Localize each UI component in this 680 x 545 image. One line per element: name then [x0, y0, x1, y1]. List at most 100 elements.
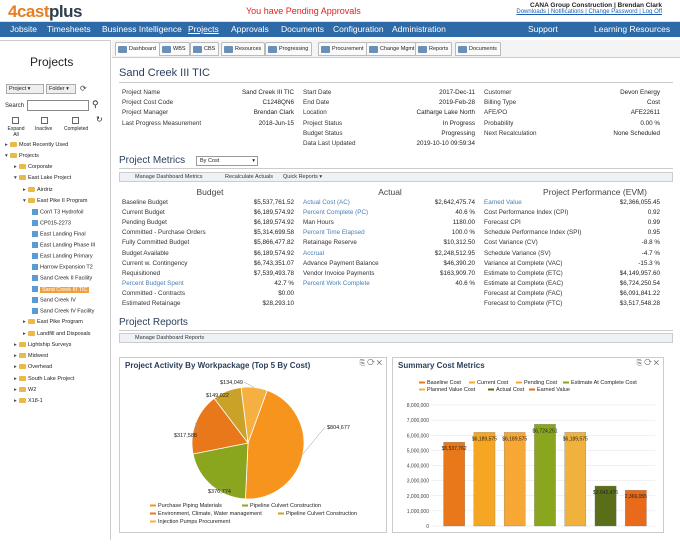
- pie-slice[interactable]: [245, 389, 305, 500]
- legend-label[interactable]: Purchase Piping Materials: [158, 503, 222, 509]
- nav-approvals[interactable]: Approvals: [231, 24, 269, 34]
- expand-right-icon[interactable]: ▸: [5, 142, 8, 148]
- tree-folder[interactable]: ▾ Projects: [5, 153, 39, 159]
- legend-label[interactable]: Estimate At Complete Cost: [571, 380, 637, 386]
- nav-jobsite[interactable]: Jobsite: [10, 24, 37, 34]
- tree-project[interactable]: Sand Creek IV Facility: [32, 308, 94, 315]
- expand-all-checkbox[interactable]: [12, 117, 19, 124]
- bar-estimate-at-complete-cost[interactable]: [534, 424, 556, 527]
- search-icon[interactable]: ⚲: [92, 99, 99, 109]
- nav-documents[interactable]: Documents: [281, 24, 324, 34]
- tree-folder[interactable]: ▸ W2: [14, 387, 36, 393]
- bar-earned-value[interactable]: [625, 490, 647, 527]
- completed-checkbox[interactable]: [72, 117, 79, 124]
- metrics-select[interactable]: By Cost ▾: [196, 156, 258, 166]
- refresh-icon[interactable]: ⟳: [367, 360, 375, 367]
- tab-cbs[interactable]: CBS: [190, 42, 220, 56]
- tree-project[interactable]: Sand Creek III TIC: [32, 286, 90, 293]
- tab-documents[interactable]: Documents: [455, 42, 501, 56]
- tab-reports[interactable]: Reports: [415, 42, 453, 56]
- tree-folder[interactable]: ▸ Landfill and Disposals: [23, 331, 91, 337]
- expand-right-icon[interactable]: ▸: [23, 186, 26, 193]
- refresh-icon[interactable]: ⟳: [80, 84, 87, 93]
- tree-folder[interactable]: ▸ Overhead: [14, 364, 52, 370]
- close-icon[interactable]: ✕: [653, 360, 659, 367]
- tree-folder[interactable]: ▸ South Lake Project: [14, 376, 74, 382]
- tree-project[interactable]: Con'l T3 Hydrofoil: [32, 209, 83, 216]
- tree-folder[interactable]: ▸ Lightship Surveys: [14, 342, 71, 348]
- legend-label[interactable]: Planned Value Cost: [427, 387, 476, 393]
- expand-right-icon[interactable]: ▸: [23, 330, 26, 337]
- project-button[interactable]: Project ▾: [6, 84, 44, 94]
- pending-approvals-alert[interactable]: You have Pending Approvals: [246, 6, 361, 16]
- tree-folder[interactable]: ▸ Most Recently Used: [5, 142, 68, 148]
- expand-down-icon[interactable]: ▾: [23, 197, 26, 204]
- tree-folder[interactable]: ▸ Airdriz: [23, 187, 53, 193]
- legend-label[interactable]: Pending Cost: [524, 380, 557, 386]
- expand-right-icon[interactable]: ▸: [14, 353, 17, 360]
- tree-folder[interactable]: ▸ Corporate: [14, 164, 52, 170]
- tree-project[interactable]: Sand Creek IV: [32, 297, 76, 304]
- tree-project[interactable]: Sand Creek II Facility: [32, 275, 92, 282]
- export-icon[interactable]: ⎘: [359, 360, 366, 367]
- legend-label[interactable]: Injection Pumps Procurement: [158, 519, 231, 525]
- bar-baseline-cost[interactable]: [443, 442, 465, 527]
- bar-actual-cost[interactable]: [594, 485, 617, 527]
- tree-folder[interactable]: ▸ East Pike Program: [23, 319, 83, 325]
- tree-folder[interactable]: ▾ East Pike II Program: [23, 198, 87, 204]
- nav-administration[interactable]: Administration: [392, 24, 446, 34]
- expand-right-icon[interactable]: ▸: [14, 387, 17, 393]
- tree-project[interactable]: East Landing Phase III: [32, 242, 95, 249]
- nav-configuration[interactable]: Configuration: [333, 24, 384, 34]
- expand-right-icon[interactable]: ▸: [14, 341, 17, 348]
- expand-right-icon[interactable]: ▸: [14, 375, 17, 382]
- bar-current-cost[interactable]: [473, 432, 496, 527]
- expand-right-icon[interactable]: ▸: [23, 319, 26, 326]
- tab-procurement[interactable]: Procurement: [318, 42, 368, 56]
- tab-change-mgmt[interactable]: Change Mgmt: [366, 42, 419, 56]
- expand-down-icon[interactable]: ▾: [5, 153, 8, 159]
- tree-folder[interactable]: ▸ Midwest: [14, 353, 48, 359]
- expand-right-icon[interactable]: ▸: [14, 164, 17, 170]
- tree-project[interactable]: Harrow Expansion T2: [32, 264, 93, 271]
- inactive-checkbox[interactable]: [41, 117, 48, 124]
- expand-down-icon[interactable]: ▾: [14, 175, 17, 182]
- nav-business-intelligence[interactable]: Business Intelligence: [102, 24, 182, 34]
- manage-metrics-button[interactable]: Manage Dashboard Metrics: [135, 174, 203, 180]
- legend-label[interactable]: Earned Value: [537, 387, 570, 393]
- account-links[interactable]: Downloads | Notifications | Change Passw…: [516, 9, 662, 15]
- expand-right-icon[interactable]: ▸: [14, 398, 17, 405]
- quick-reports-button[interactable]: Quick Reports ▾: [283, 174, 323, 180]
- tab-wbs[interactable]: WBS: [159, 42, 190, 56]
- reset-icon[interactable]: ↻: [96, 115, 103, 124]
- legend-label[interactable]: Pipeline Culvert Construction: [286, 511, 357, 517]
- nav-support[interactable]: Support: [528, 24, 558, 34]
- tab-resources[interactable]: Resources: [221, 42, 266, 56]
- tree-project[interactable]: East Landing Primary: [32, 253, 93, 260]
- tab-progressing[interactable]: Progressing: [265, 42, 313, 56]
- expand-right-icon[interactable]: ▸: [14, 364, 17, 371]
- tree-project[interactable]: CP015-2273: [32, 220, 71, 227]
- bar-planned-value-cost[interactable]: [564, 432, 587, 527]
- nav-timesheets[interactable]: Timesheets: [47, 24, 91, 34]
- legend-label[interactable]: Environment, Climate, Water management: [158, 511, 262, 517]
- tab-dashboard[interactable]: Dashboard: [115, 42, 160, 56]
- manage-reports-button[interactable]: Manage Dashboard Reports: [135, 335, 205, 341]
- recalculate-actuals-button[interactable]: Recalculate Actuals: [225, 174, 273, 180]
- tree-folder[interactable]: ▸ X18-1: [14, 398, 43, 404]
- tree-project[interactable]: East Landing Final: [32, 231, 86, 238]
- legend-label[interactable]: Baseline Cost: [427, 380, 461, 386]
- close-icon[interactable]: ✕: [376, 360, 382, 367]
- bar-pending-cost[interactable]: [503, 432, 526, 527]
- app-logo[interactable]: 4castplus: [8, 2, 82, 22]
- nav-learning-resources[interactable]: Learning Resources: [594, 24, 671, 34]
- search-input[interactable]: [27, 100, 89, 111]
- export-icon[interactable]: ⎘: [636, 360, 643, 367]
- pie-slice[interactable]: [240, 386, 268, 444]
- refresh-icon[interactable]: ⟳: [644, 360, 652, 367]
- nav-projects[interactable]: Projects: [188, 24, 219, 34]
- legend-label[interactable]: Actual Cost: [496, 387, 525, 393]
- legend-label[interactable]: Current Cost: [477, 380, 509, 386]
- legend-label[interactable]: Pipeline Culvert Construction: [250, 503, 321, 509]
- tree-folder[interactable]: ▾ East Lake Project: [14, 175, 71, 181]
